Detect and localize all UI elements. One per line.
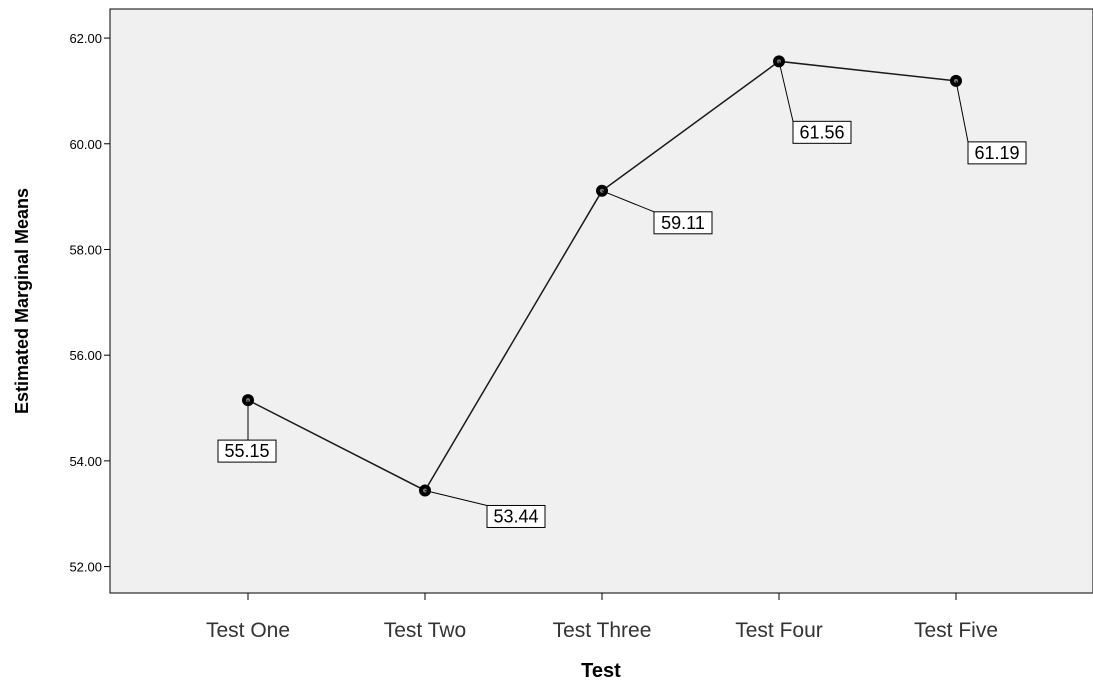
x-axis-ticks: Test One Test Two Test Three Test Four Test … — [206, 593, 998, 642]
data-label-leader-1 — [424, 489, 488, 506]
data-labels: 55.15 53.44 59.11 61.56 61.19 — [217, 61, 1027, 528]
y-axis-title: Estimated Marginal Means — [12, 188, 32, 414]
data-label-box-3 — [792, 120, 852, 144]
data-label-box-1 — [486, 504, 546, 528]
data-label-leader-2 — [601, 190, 655, 213]
data-label-4: 61.19 — [974, 143, 1019, 163]
x-tick-label-0: Test One — [206, 619, 290, 642]
x-axis-title: Test — [581, 660, 621, 682]
data-label-leader-3 — [778, 61, 794, 122]
data-label-3: 61.56 — [799, 122, 844, 142]
y-tick-label-2: 56.00 — [69, 348, 102, 363]
data-label-2: 59.11 — [661, 213, 705, 233]
y-tick-label-1: 54.00 — [69, 454, 102, 469]
data-label-1: 53.44 — [493, 506, 538, 526]
y-axis-ticks: 52.00 54.00 56.00 58.00 60.00 62.00 — [69, 31, 110, 575]
data-label-box-4 — [967, 141, 1027, 165]
x-tick-label-1: Test Two — [384, 619, 466, 642]
y-tick-label-3: 58.00 — [69, 242, 102, 257]
data-label-box-2 — [653, 211, 713, 235]
y-tick-label-0: 52.00 — [69, 560, 102, 575]
x-tick-label-2: Test Three — [553, 619, 652, 642]
x-tick-label-4: Test Five — [914, 619, 998, 642]
y-tick-label-4: 60.00 — [69, 137, 102, 152]
data-label-box-0 — [217, 439, 277, 463]
x-tick-label-3: Test Four — [735, 619, 823, 642]
data-label-leader-4 — [955, 80, 969, 142]
data-label-0: 55.15 — [224, 441, 269, 461]
y-tick-label-5: 62.00 — [69, 31, 102, 46]
plot-area — [109, 8, 1093, 594]
